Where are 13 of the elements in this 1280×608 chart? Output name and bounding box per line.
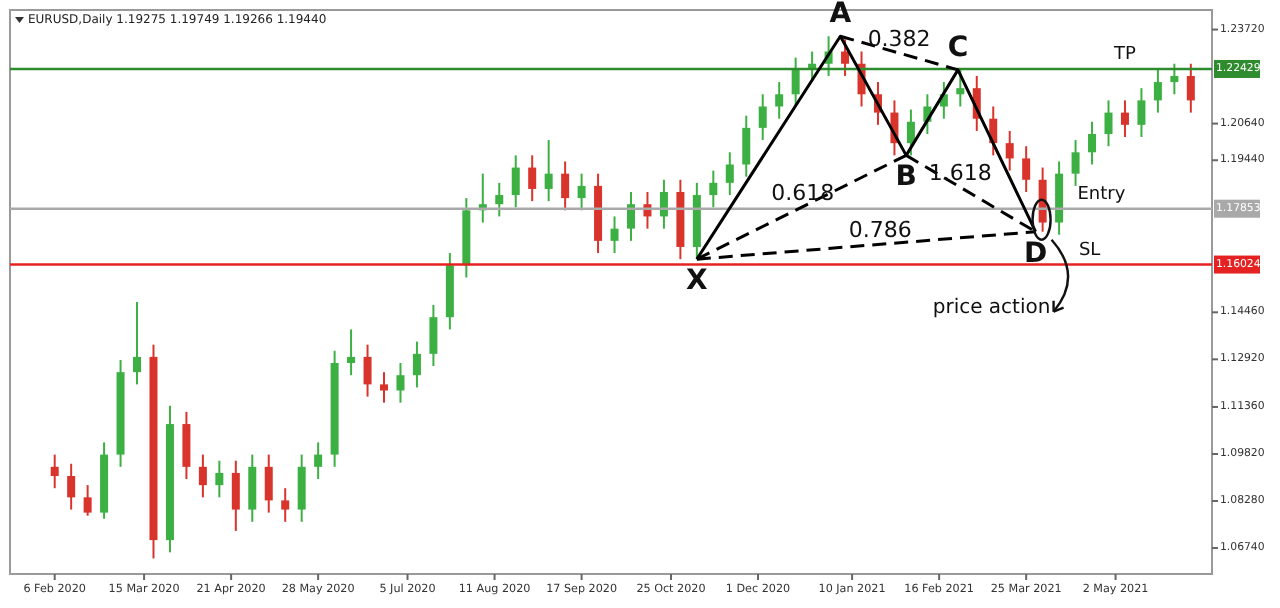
annotation: A <box>829 0 852 31</box>
annotation: C <box>947 31 969 64</box>
annotation: 1.618 <box>928 160 992 187</box>
annotation: TP <box>1112 44 1138 65</box>
annotation: 0.786 <box>848 217 912 244</box>
annotation: B <box>895 161 917 194</box>
annotation: X <box>686 265 709 298</box>
annotation: 0.618 <box>771 179 835 206</box>
annotation: 0.382 <box>867 26 931 53</box>
annotation: Entry <box>1077 184 1127 205</box>
annotation: SL <box>1078 240 1101 261</box>
annotation: price action <box>932 296 1051 319</box>
annotation: D <box>1023 237 1048 270</box>
